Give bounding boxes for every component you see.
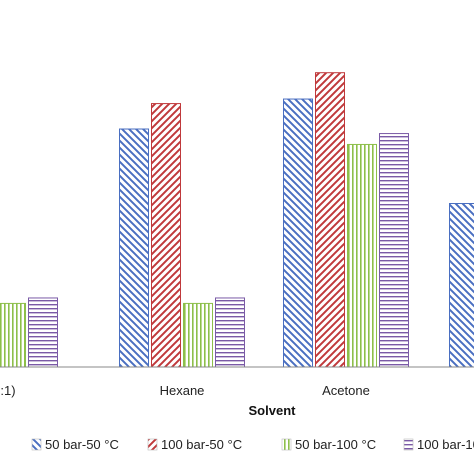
bar-series-2-category-3 — [315, 72, 345, 368]
legend-item: 50 bar-50 °C — [31, 437, 119, 452]
x-tick-labels: M (1:1) Hexane Acetone — [0, 383, 370, 398]
bar-series-2-category-2 — [151, 103, 181, 368]
bar-series-4-category-3 — [379, 133, 409, 368]
legend-item: 100 bar-100 °C — [403, 437, 474, 452]
x-tick-label: Hexane — [160, 383, 205, 398]
legend-label: 100 bar-50 °C — [161, 437, 242, 452]
bar-series-4-category-1 — [28, 297, 58, 368]
x-axis-title: Solvent — [249, 403, 297, 418]
bar-series-3-category-2 — [183, 302, 213, 368]
bar-series-4-category-2 — [215, 297, 245, 368]
legend-item: 50 bar-100 °C — [281, 437, 376, 452]
bar-series-1-category-4 — [449, 203, 474, 368]
legend-item: 100 bar-50 °C — [147, 437, 242, 452]
bar-series-3-category-1 — [0, 302, 26, 368]
bar-series-1-category-3 — [283, 98, 313, 368]
legend-swatch — [403, 438, 414, 451]
legend: 50 bar-50 °C 100 bar-50 °C 50 bar-100 °C 10… — [31, 437, 474, 452]
x-tick-label: Acetone — [322, 383, 370, 398]
legend-swatch — [147, 438, 158, 451]
legend-label: 100 bar-100 °C — [417, 437, 474, 452]
bar-series-3-category-3 — [347, 143, 377, 368]
legend-label: 50 bar-50 °C — [45, 437, 119, 452]
legend-swatch — [281, 438, 292, 451]
bar-series-1-category-2 — [119, 128, 149, 368]
legend-label: 50 bar-100 °C — [295, 437, 376, 452]
legend-swatch — [31, 438, 42, 451]
bars-layer — [0, 72, 474, 368]
x-tick-label: M (1:1) — [0, 383, 16, 398]
